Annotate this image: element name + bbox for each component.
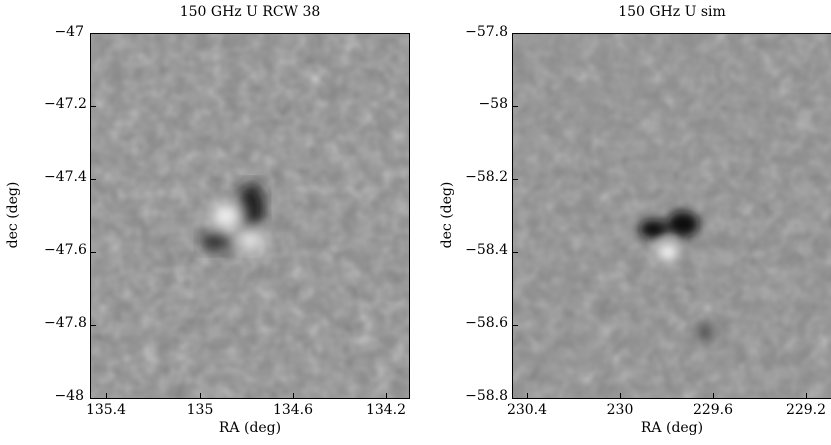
right-map-image <box>512 33 831 399</box>
right-ytick: −58 <box>478 96 508 112</box>
right-ytick: −57.8 <box>465 24 508 40</box>
left-xtick: 135.4 <box>85 402 127 418</box>
left-map-title: 150 GHz U RCW 38 <box>179 4 321 20</box>
left-light-lobe-lower <box>239 231 263 251</box>
right-map-title: 150 GHz U sim <box>618 4 726 20</box>
left-xtick-mark <box>386 393 387 399</box>
right-xtick: 229.6 <box>692 402 734 418</box>
left-ytick: −47.8 <box>44 315 87 331</box>
right-ytick-mark <box>512 33 518 34</box>
right-xtick: 230.4 <box>506 402 548 418</box>
left-map-image <box>90 33 410 399</box>
right-ytick: −58.6 <box>465 315 508 331</box>
left-ytick-mark <box>90 325 96 326</box>
left-xtick: 135 <box>186 402 214 418</box>
right-y-axis-label: dec (deg) <box>439 181 455 249</box>
left-ytick: −47.4 <box>44 169 87 185</box>
right-ytick: −58.8 <box>465 388 508 404</box>
left-light-lobe-upper <box>212 204 240 228</box>
left-dark-lobe-lower <box>200 231 232 251</box>
right-ytick: −58.2 <box>465 169 508 185</box>
right-xtick: 229.2 <box>785 402 827 418</box>
left-xtick-mark <box>293 393 294 399</box>
left-y-axis-label: dec (deg) <box>5 181 21 249</box>
right-xtick-mark <box>713 393 714 399</box>
left-ytick: −47.6 <box>44 242 87 258</box>
left-ytick: −47.2 <box>44 96 87 112</box>
right-xtick-mark <box>527 393 528 399</box>
left-ytick-mark <box>90 33 96 34</box>
right-ytick-mark <box>512 325 518 326</box>
right-xtick-mark <box>806 393 807 399</box>
left-ytick-mark <box>90 179 96 180</box>
right-xtick-mark <box>620 393 621 399</box>
left-xtick-mark <box>200 393 201 399</box>
right-dark-lobe-left <box>639 219 667 239</box>
right-dark-lobe-right <box>667 211 699 237</box>
left-xtick: 134.2 <box>365 402 407 418</box>
left-ytick-mark <box>90 106 96 107</box>
right-x-axis-label: RA (deg) <box>640 420 704 436</box>
left-xtick-mark <box>106 393 107 399</box>
left-dark-lobe-upper <box>237 182 265 230</box>
left-ytick: −48 <box>54 388 84 404</box>
right-ytick: −58.4 <box>465 242 508 258</box>
left-ytick-mark <box>90 252 96 253</box>
right-light-lobe <box>658 243 678 261</box>
left-x-axis-label: RA (deg) <box>218 420 282 436</box>
right-xtick: 230 <box>606 402 634 418</box>
left-ytick: −47 <box>54 24 84 40</box>
right-dark-blob-bottom <box>697 322 713 342</box>
right-ytick-mark <box>512 252 518 253</box>
right-ytick-mark <box>512 179 518 180</box>
right-ytick-mark <box>512 106 518 107</box>
left-xtick: 134.6 <box>272 402 314 418</box>
